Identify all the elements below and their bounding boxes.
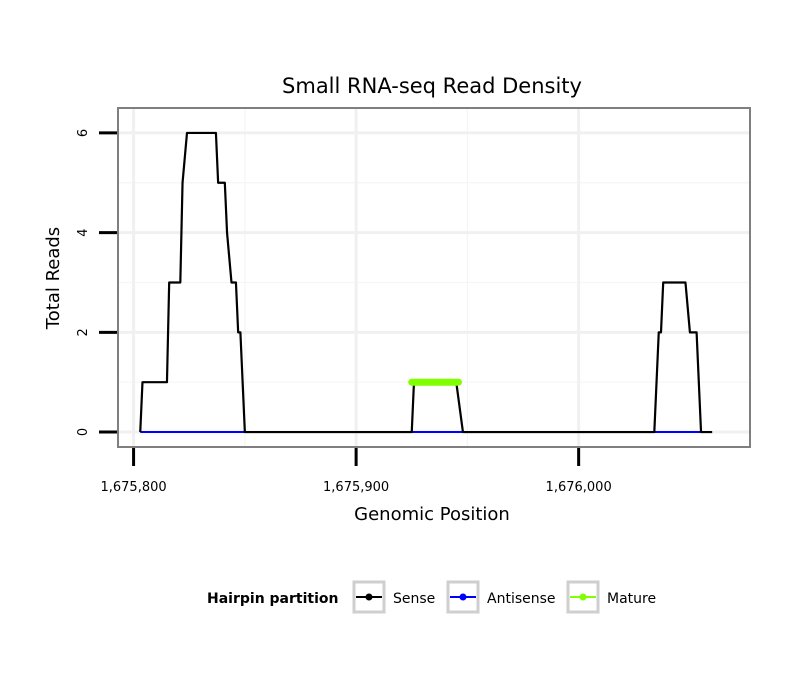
legend-label: Antisense [487,591,556,607]
y-tick-label: 2 [76,328,91,336]
legend-key-point [365,593,373,601]
legend-entry-antisense: Antisense [446,580,556,614]
x-tick-label: 1,675,900 [323,480,389,495]
legend-key-point [579,593,587,601]
x-axis-title: Genomic Position [354,504,510,525]
legend: Hairpin partition Sense Antisense Mature [207,580,656,614]
legend-entry-sense: Sense [352,580,435,614]
y-tick-label: 0 [76,428,91,436]
chart-title: Small RNA-seq Read Density [282,74,582,98]
series-line-sense [139,131,713,434]
x-tick-label: 1,676,000 [546,480,612,495]
legend-label: Sense [393,591,435,607]
plot-panel-border [117,107,751,448]
x-tick-label: 1,675,800 [100,480,166,495]
plot-panel-background [118,108,750,447]
y-tick-label: 6 [76,129,91,137]
axis-layer: 0 2 4 6 1,675,800 1,675,900 1,676,000 [76,129,612,495]
legend-title: Hairpin partition [207,591,338,607]
legend-label: Mature [607,591,656,607]
y-axis-title: Total Reads [43,227,64,330]
legend-key-point [459,593,467,601]
series-layer [139,131,713,434]
legend-entry-mature: Mature [566,580,656,614]
y-tick-label: 4 [76,228,91,236]
